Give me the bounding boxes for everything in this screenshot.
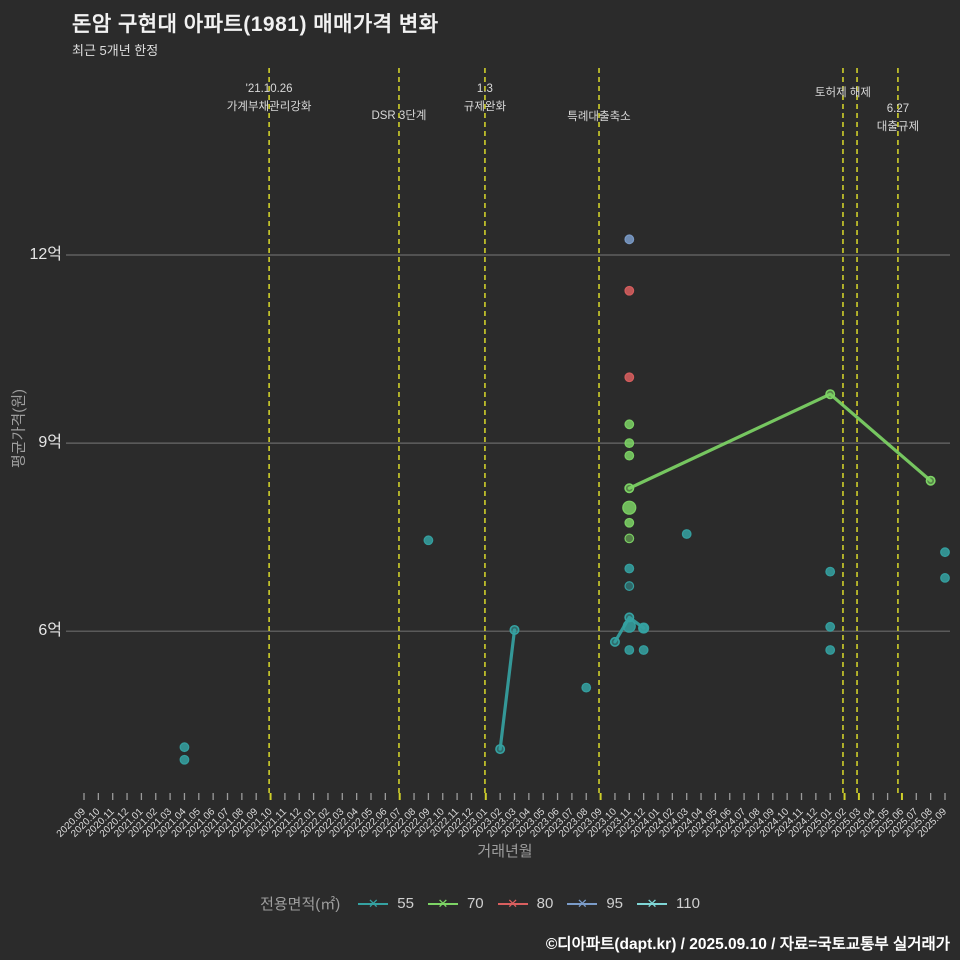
event-label-0: '21.10.26 가계부채관리강화 bbox=[226, 83, 312, 113]
data-point-70 bbox=[624, 419, 635, 430]
legend-marker-95: ✕ bbox=[567, 896, 598, 912]
legend-item-70[interactable]: ✕ 70 bbox=[427, 895, 484, 912]
data-point-55 bbox=[940, 547, 950, 558]
line-vertex-55 bbox=[609, 636, 620, 647]
line-vertex-70 bbox=[825, 389, 836, 400]
event-label-4: 토허제 해제 bbox=[814, 87, 872, 99]
legend-item-95[interactable]: ✕ 95 bbox=[567, 895, 623, 912]
legend-item-55[interactable]: ✕ 55 bbox=[358, 895, 414, 912]
x-axis-title: 거래년월 bbox=[477, 843, 533, 860]
chart-subtitle: 최근 5개년 한정 bbox=[72, 43, 159, 58]
chart-title: 돈암 구현대 아파트(1981) 매매가격 변화 bbox=[72, 13, 439, 36]
event-label-1: DSR 3단계 bbox=[371, 110, 427, 122]
data-point-55 bbox=[638, 622, 650, 634]
line-vertex-55 bbox=[495, 744, 506, 755]
data-point-55 bbox=[179, 754, 190, 765]
credit-footer: ©디아파트(dapt.kr) / 2025.09.10 / 자료=국토교통부 실… bbox=[545, 936, 950, 953]
data-point-55 bbox=[624, 645, 635, 655]
data-point-55 bbox=[581, 682, 592, 693]
data-point-55 bbox=[940, 573, 950, 583]
event-label-2: 1.3 규제완화 bbox=[463, 83, 507, 113]
event-label-3: 특례대출축소 bbox=[567, 111, 631, 123]
data-point-70 bbox=[624, 438, 635, 449]
legend-label-55: 55 bbox=[397, 895, 414, 912]
data-point-95 bbox=[624, 234, 635, 245]
legend-label-80: 80 bbox=[536, 895, 554, 912]
data-point-70 bbox=[624, 533, 635, 544]
event-label-6: 6.27 대출규제 bbox=[876, 103, 920, 133]
y-axis-title: 평균가격(원) bbox=[10, 389, 28, 468]
data-point-80 bbox=[624, 372, 635, 383]
data-point-55 bbox=[624, 581, 635, 591]
series-line-55-0 bbox=[498, 628, 517, 751]
legend-marker-70: ✕ bbox=[427, 896, 458, 912]
data-point-55 bbox=[622, 619, 636, 633]
legend-marker-55: ✕ bbox=[358, 896, 389, 912]
data-point-55 bbox=[681, 529, 692, 539]
data-point-55 bbox=[825, 645, 836, 655]
series-line-70-0 bbox=[627, 392, 933, 490]
data-point-55 bbox=[825, 566, 836, 577]
data-point-70 bbox=[622, 500, 637, 515]
data-point-55 bbox=[825, 621, 836, 632]
y-tick-label-12: 12억 bbox=[29, 246, 62, 263]
legend-marker-80: ✕ bbox=[497, 896, 528, 912]
data-point-70 bbox=[624, 450, 635, 461]
data-point-55 bbox=[179, 742, 190, 753]
legend: 전용면적(㎡) ✕ 55 ✕ 70 ✕ 80 ✕ 95 ✕ 110 bbox=[0, 893, 960, 914]
legend-title: 전용면적(㎡) bbox=[260, 896, 341, 913]
line-vertex-70 bbox=[624, 483, 635, 494]
y-tick-label-6: 6억 bbox=[38, 622, 62, 639]
legend-marker-110: ✕ bbox=[637, 896, 668, 912]
legend-item-80[interactable]: ✕ 80 bbox=[497, 895, 554, 912]
legend-label-70: 70 bbox=[466, 895, 484, 912]
data-point-55 bbox=[423, 535, 434, 546]
data-point-55 bbox=[624, 563, 635, 574]
data-point-80 bbox=[624, 285, 635, 296]
line-vertex-55 bbox=[509, 624, 520, 635]
data-point-55 bbox=[638, 645, 649, 655]
data-point-70 bbox=[624, 517, 635, 528]
y-tick-label-9: 9억 bbox=[38, 434, 62, 451]
legend-item-110[interactable]: ✕ 110 bbox=[637, 895, 700, 912]
line-vertex-70 bbox=[925, 475, 936, 486]
legend-label-110: 110 bbox=[676, 895, 700, 912]
legend-label-95: 95 bbox=[606, 895, 624, 912]
